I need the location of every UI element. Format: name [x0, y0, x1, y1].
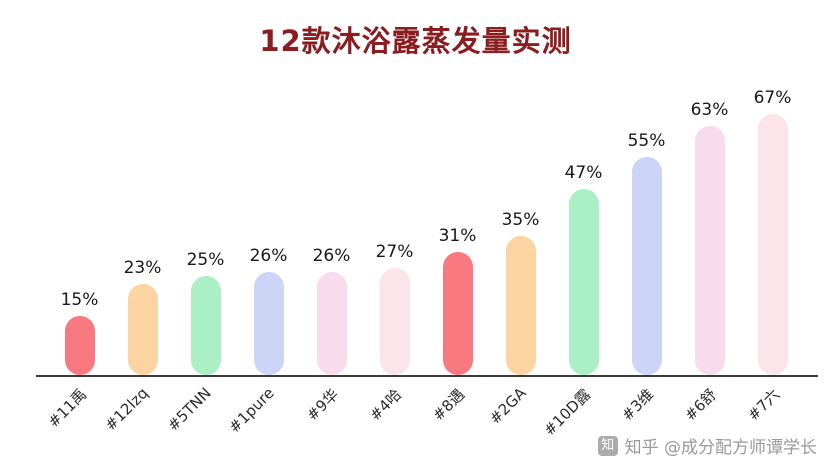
- bar-value-label: 47%: [564, 163, 603, 183]
- x-axis-label: #9华: [302, 385, 342, 425]
- bar-value-label: 23%: [123, 258, 162, 278]
- x-axis-label: #12lzq: [100, 384, 152, 435]
- bar-column: 25%: [174, 88, 237, 375]
- x-axis-label: #5TNN: [163, 384, 215, 435]
- x-axis-label: #1pure: [224, 384, 278, 437]
- bar-column: 67%: [741, 88, 804, 375]
- bar-value-label: 63%: [690, 100, 729, 120]
- bar: [316, 272, 347, 375]
- chart-title: 12款沐浴露蒸发量实测: [259, 24, 572, 58]
- zhihu-logo-icon: 知: [597, 435, 618, 456]
- bar-column: 26%: [300, 88, 363, 375]
- bar: [127, 284, 158, 375]
- x-axis-label: #4哈: [365, 385, 405, 425]
- bar-value-label: 25%: [186, 250, 225, 270]
- bar-column: 15%: [48, 88, 111, 375]
- bar-column: 47%: [552, 88, 615, 375]
- bar-column: 23%: [111, 88, 174, 375]
- bar: [694, 126, 725, 375]
- x-axis-label: #10D露: [539, 385, 594, 440]
- bar-value-label: 35%: [501, 210, 540, 230]
- bar: [64, 316, 95, 375]
- x-axis-line: [36, 375, 818, 377]
- bar-value-label: 67%: [753, 88, 792, 108]
- bar-column: 63%: [678, 88, 741, 375]
- x-axis-label: #2GA: [485, 384, 530, 428]
- bar: [442, 252, 473, 375]
- bar: [379, 268, 410, 375]
- bar: [253, 272, 284, 375]
- bar-column: 26%: [237, 88, 300, 375]
- bar-value-label: 27%: [375, 242, 414, 262]
- bar: [757, 114, 788, 375]
- watermark-text: 知乎 @成分配方师谭学长: [624, 438, 817, 458]
- x-axis-label: #11禹: [43, 385, 90, 432]
- bar: [505, 236, 536, 375]
- bar-value-label: 31%: [438, 226, 477, 246]
- bar-column: 35%: [489, 88, 552, 375]
- bar: [190, 276, 221, 375]
- bar-value-label: 26%: [249, 246, 288, 266]
- bar-column: 55%: [615, 88, 678, 375]
- bar: [631, 157, 662, 375]
- x-axis-label: #8遇: [428, 385, 468, 425]
- watermark: 知 知乎 @成分配方师谭学长: [597, 433, 817, 458]
- bar-series: 15% 23% 25% 26% 26% 27% 31% 35% 47% 55% 63% 67%: [48, 88, 804, 375]
- bar: [568, 189, 599, 375]
- bar-value-label: 26%: [312, 246, 351, 266]
- bar-value-label: 55%: [627, 131, 666, 151]
- bar-column: 27%: [363, 88, 426, 375]
- bar-column: 31%: [426, 88, 489, 375]
- bar-value-label: 15%: [60, 290, 99, 310]
